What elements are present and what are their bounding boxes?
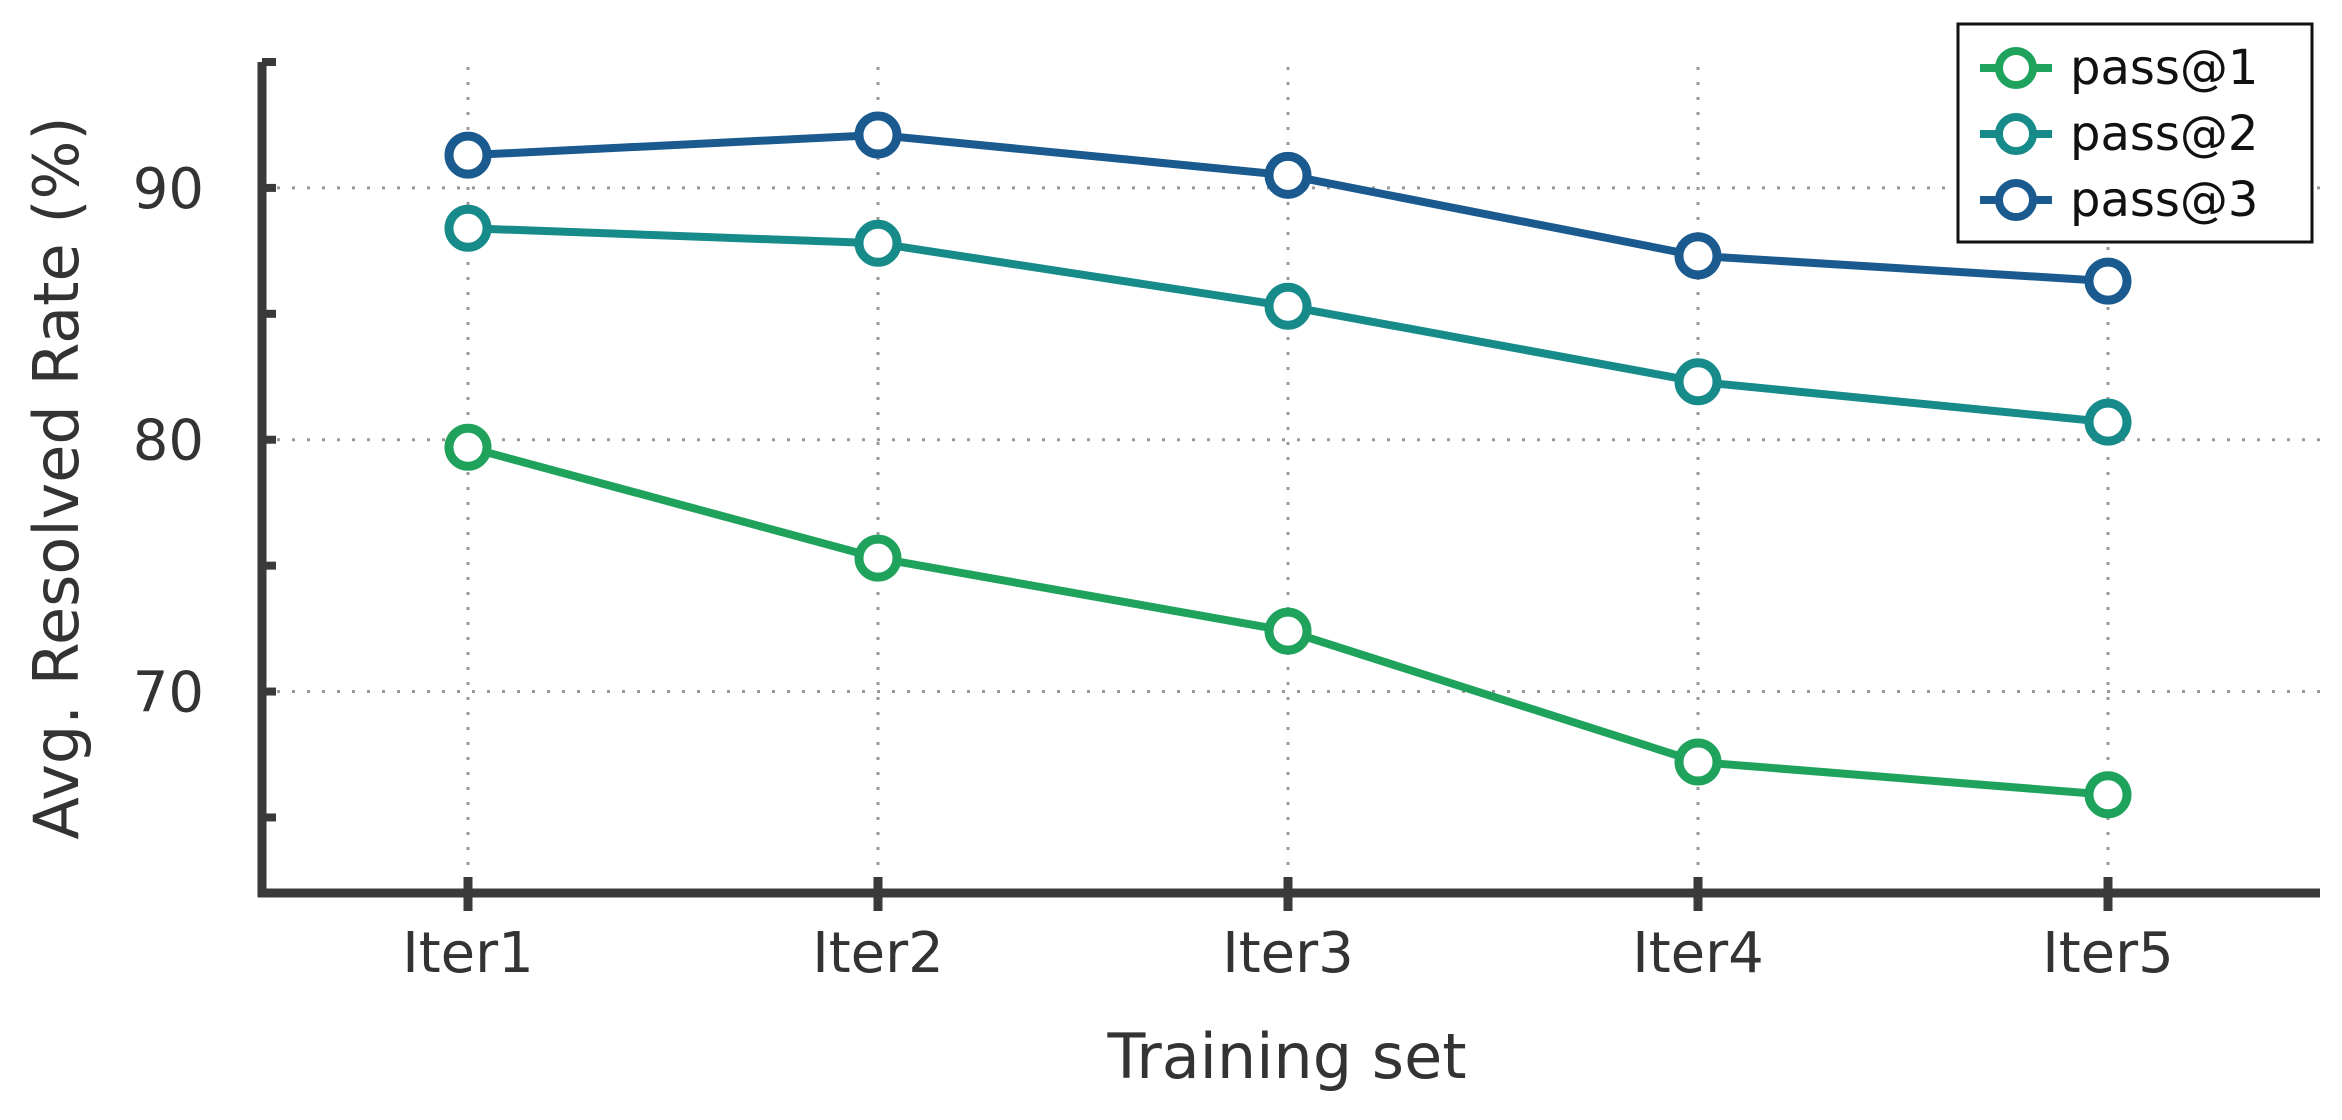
data-point — [1264, 607, 1312, 655]
series-pass-at-2 — [444, 204, 2132, 446]
data-point — [1674, 738, 1722, 786]
series — [444, 111, 2132, 819]
y-axis-title: Avg. Resolved Rate (%) — [20, 116, 93, 839]
y-tick-label: 70 — [133, 661, 204, 726]
x-tick-label: Iter2 — [812, 921, 944, 986]
data-point — [1674, 358, 1722, 406]
x-axis-title: Training set — [1106, 1020, 1466, 1093]
y-tick-labels: 70 80 90 — [133, 157, 204, 726]
legend-item: pass@2 — [1980, 106, 2258, 162]
data-point — [1264, 151, 1312, 199]
legend-item: pass@3 — [1980, 172, 2258, 228]
y-tick-label: 90 — [133, 157, 204, 222]
data-point — [854, 111, 902, 159]
series-pass-at-3 — [444, 111, 2132, 305]
x-tick-labels: Iter1 Iter2 Iter3 Iter4 Iter5 — [402, 921, 2174, 986]
data-point — [2084, 398, 2132, 446]
legend: pass@1 pass@2 pass@3 — [1956, 22, 2314, 244]
legend-label: pass@1 — [2070, 40, 2258, 96]
x-tick-label: Iter5 — [2042, 921, 2174, 986]
legend-marker — [1995, 113, 2037, 155]
legend-label: pass@2 — [2070, 106, 2258, 162]
legend-label: pass@3 — [2070, 172, 2258, 228]
legend-item: pass@1 — [1980, 40, 2258, 96]
data-point — [2084, 771, 2132, 819]
y-tick-label: 80 — [133, 409, 204, 474]
data-point — [1674, 232, 1722, 280]
axes — [257, 58, 2320, 911]
x-tick-label: Iter3 — [1222, 921, 1354, 986]
legend-marker — [1995, 47, 2037, 89]
data-point — [444, 131, 492, 179]
data-point — [444, 204, 492, 252]
legend-marker — [1995, 179, 2037, 221]
data-point — [2084, 257, 2132, 305]
x-tick-label: Iter1 — [402, 921, 534, 986]
data-point — [1264, 282, 1312, 330]
data-point — [854, 534, 902, 582]
series-pass-at-1 — [444, 423, 2132, 819]
data-point — [444, 423, 492, 471]
x-tick-label: Iter4 — [1632, 921, 1764, 986]
data-point — [854, 219, 902, 267]
